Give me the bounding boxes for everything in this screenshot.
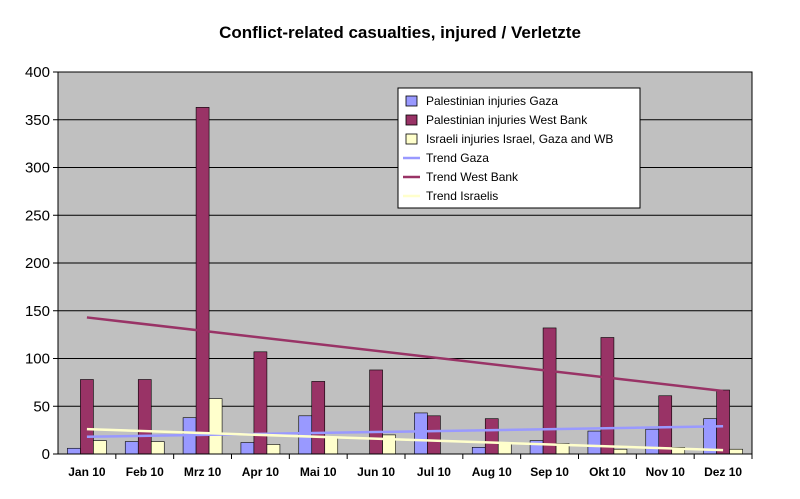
x-tick-label: Jan 10 [68,465,106,479]
legend-swatch [405,133,418,145]
bar [266,444,281,455]
trend-line [86,425,724,439]
bar [729,448,743,455]
bar [587,430,602,455]
bar [645,428,660,455]
bar [311,381,326,455]
x-tick-label: Jul 10 [417,465,451,479]
bar [208,398,223,455]
x-tick-label: Sep 10 [530,465,569,479]
bar [195,107,210,455]
trend-lines [86,316,724,452]
legend-label: Trend Israelis [426,189,498,203]
legend: Palestinian injuries Gaza Palestinian inj… [397,87,641,209]
legend-swatch [405,114,418,126]
x-tick-label: Dez 10 [704,465,742,479]
legend-label: Trend West Bank [426,170,519,184]
plot-border [57,71,753,455]
bar [240,442,255,455]
legend-label: Palestinian injuries West Bank [426,113,588,127]
legend-box [397,87,641,209]
y-tick-label: 200 [25,255,50,272]
bar [414,412,428,455]
y-tick-label: 350 [25,112,50,129]
y-tick-label: 50 [33,398,50,415]
legend-label: Trend Gaza [426,151,489,165]
trend-line [86,316,724,393]
x-tick-label: Apr 10 [242,465,280,479]
y-tick-label: 300 [25,160,50,177]
chart-title: Conflict-related casualties, injured / V… [219,23,581,42]
x-tick-label: Feb 10 [126,465,164,479]
bar [471,447,486,455]
y-tick-label: 150 [25,303,50,320]
x-tick-label: Okt 10 [589,465,626,479]
y-tick-label: 250 [25,207,50,224]
x-tick-label: Mrz 10 [184,465,222,479]
bar [67,447,81,455]
bar [716,389,730,455]
x-tick-label: Aug 10 [472,465,512,479]
bar [484,418,499,455]
legend-swatch [405,95,418,107]
x-tick-label: Jun 10 [357,465,395,479]
bar [124,441,139,455]
y-tick-label: 0 [42,446,50,463]
bar [369,369,383,455]
bar [80,379,94,455]
x-tick-label: Mai 10 [300,465,337,479]
y-tick-label: 400 [25,64,50,81]
trend-line [86,427,724,452]
bar [600,337,615,455]
bar [324,436,339,455]
bar [93,440,107,455]
bar [542,327,557,455]
bar [150,441,165,455]
axes: 0 50 100 150 200 250 300 350 400 Jan 10 Feb 10 Mrz … [25,64,753,479]
bar [298,415,313,455]
bar [427,415,441,455]
y-tick-label: 100 [25,351,50,368]
bar [137,379,152,455]
bar [613,448,628,455]
bar [658,395,673,455]
bar [253,351,268,455]
x-tick-label: Nov 10 [646,465,686,479]
legend-label: Israeli injuries Israel, Gaza and WB [426,132,613,146]
legend-label: Palestinian injuries Gaza [426,94,558,108]
